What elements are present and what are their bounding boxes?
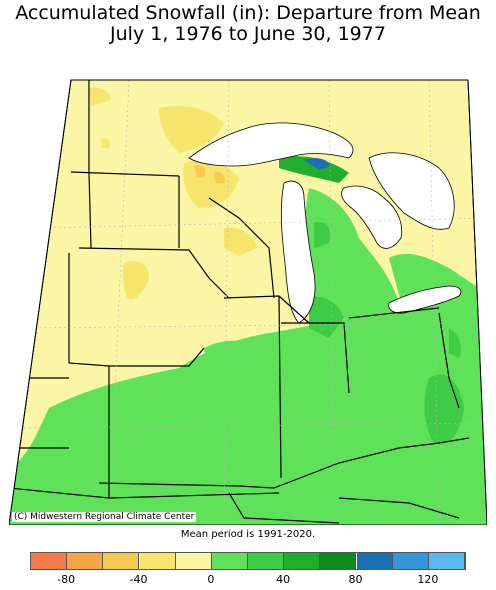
legend-bin [284, 553, 321, 569]
legend-tick-label: 0 [207, 573, 215, 586]
lake-superior [188, 122, 354, 167]
lake-michigan [280, 180, 316, 324]
credit-label: (C) Midwestern Regional Climate Center [12, 512, 197, 522]
map-title: Accumulated Snowfall (in): Departure fro… [15, 2, 481, 24]
legend-bin [320, 553, 357, 569]
legend-tick-label: -40 [129, 573, 148, 586]
map-canvas [9, 79, 487, 525]
region-green-medium-ohio [449, 328, 461, 358]
legend-bin [103, 553, 140, 569]
region-blue-up [304, 158, 331, 170]
legend-tick-label: 40 [276, 573, 291, 586]
region-green-dark-up [279, 156, 349, 183]
state-boundaries [9, 80, 470, 524]
region-green-michigan [304, 188, 399, 323]
region-yellow-nd-east [101, 138, 110, 148]
region-orange-mn [194, 165, 206, 178]
lake-canada-region [368, 152, 455, 230]
legend-bin [67, 553, 104, 569]
legend-tick-labels: -80 -40 0 40 80 120 [0, 573, 496, 587]
legend-bin [248, 553, 285, 569]
legend-bin [428, 553, 465, 569]
region-yellow-nd-north [89, 87, 111, 106]
legend-bin [356, 553, 393, 569]
region-green-light [9, 293, 487, 525]
region-yellow-wi-mid [224, 227, 257, 256]
region-green-medium-mi-north [314, 221, 331, 248]
graticule-lines [18, 80, 487, 525]
region-green-medium-michigan [309, 296, 344, 338]
lake-huron [341, 185, 403, 249]
region-orange-wi [214, 172, 225, 183]
legend-bin [211, 553, 248, 569]
legend-bin [31, 553, 68, 569]
legend-tick-label: 80 [348, 573, 363, 586]
legend-bin [139, 553, 176, 569]
legend-bin [175, 553, 212, 569]
region-green-illinois-west [204, 340, 264, 387]
legend-tick-label: -80 [57, 573, 76, 586]
color-legend [30, 552, 466, 570]
region-yellow-iowa [122, 261, 149, 300]
mean-period-note: Mean period is 1991-2020. [180, 529, 316, 540]
legend-tick-label: 120 [417, 573, 439, 586]
region-yellow-mn-arrowhead [159, 106, 224, 153]
snowfall-departure-map [9, 48, 487, 525]
legend-bin [392, 553, 429, 569]
map-subtitle-date-range: July 1, 1976 to June 30, 1977 [110, 23, 386, 45]
